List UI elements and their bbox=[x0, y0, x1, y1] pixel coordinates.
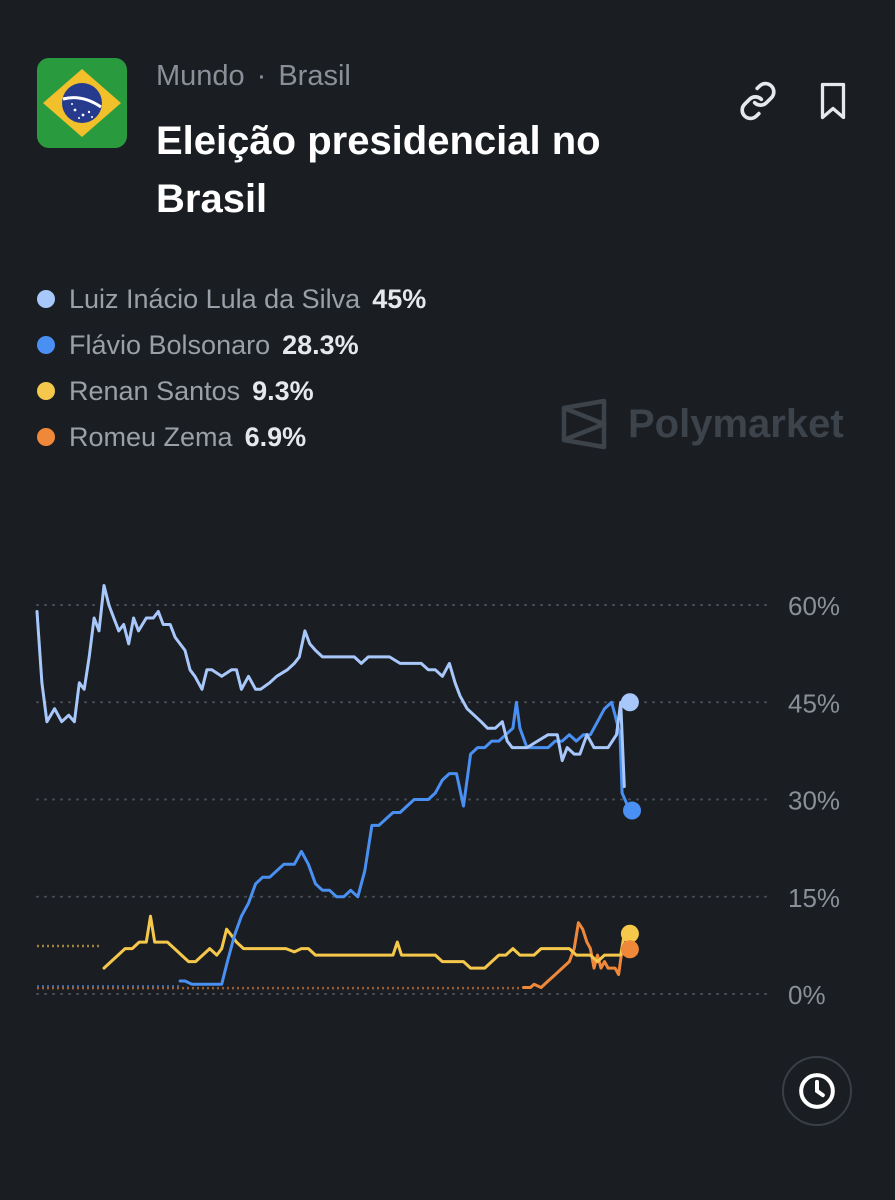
y-tick-label: 30% bbox=[788, 786, 840, 816]
legend-item-flavio: Flávio Bolsonaro 28.3% bbox=[37, 322, 426, 368]
link-icon bbox=[740, 81, 776, 121]
bookmark-button[interactable] bbox=[810, 78, 856, 124]
copy-link-button[interactable] bbox=[735, 78, 781, 124]
page-title: Eleição presidencial no Brasil bbox=[156, 119, 601, 221]
time-range-button[interactable] bbox=[782, 1056, 852, 1126]
legend-value: 6.9% bbox=[244, 421, 307, 452]
legend-name: Flávio Bolsonaro bbox=[69, 329, 271, 360]
legend-value: 45% bbox=[372, 283, 427, 314]
chart-legend: Luiz Inácio Lula da Silva 45% Flávio Bol… bbox=[37, 276, 426, 460]
watermark-text: Polymarket bbox=[628, 401, 844, 446]
clock-icon bbox=[799, 1073, 835, 1109]
series-end-marker bbox=[623, 801, 642, 820]
legend-dot bbox=[37, 428, 55, 446]
polymarket-logo-icon bbox=[561, 398, 607, 450]
series-line bbox=[102, 914, 632, 970]
chart-series bbox=[35, 584, 634, 989]
y-tick-label: 0% bbox=[788, 980, 826, 1010]
breadcrumb-brazil[interactable]: Brasil bbox=[278, 60, 351, 92]
legend-name: Renan Santos bbox=[69, 375, 241, 406]
brazil-flag-icon bbox=[37, 58, 127, 148]
series-line bbox=[35, 584, 626, 788]
legend-dot bbox=[37, 290, 55, 308]
legend-item-lula: Luiz Inácio Lula da Silva 45% bbox=[37, 276, 426, 322]
y-tick-label: 45% bbox=[788, 688, 840, 718]
breadcrumb-separator: · bbox=[256, 60, 267, 92]
chart-axes: 60%45%30%15%0%novmai bbox=[788, 591, 840, 1010]
breadcrumb: Mundo · Brasil bbox=[156, 60, 351, 93]
legend-value: 28.3% bbox=[282, 329, 359, 360]
legend-name: Romeu Zema bbox=[69, 421, 233, 452]
legend-item-renan: Renan Santos 9.3% bbox=[37, 368, 426, 414]
legend-value: 9.3% bbox=[252, 375, 314, 406]
legend-name: Luiz Inácio Lula da Silva bbox=[69, 283, 361, 314]
price-chart: 60%45%30%15%0%novmai bbox=[35, 584, 840, 1010]
series-line bbox=[178, 700, 634, 986]
series-end-marker bbox=[620, 940, 639, 959]
y-tick-label: 15% bbox=[788, 883, 840, 913]
breadcrumb-world[interactable]: Mundo bbox=[156, 60, 245, 92]
polymarket-watermark: Polymarket bbox=[560, 398, 844, 450]
series-end-marker bbox=[620, 693, 639, 712]
legend-dot bbox=[37, 382, 55, 400]
pre-listing-lines bbox=[37, 944, 522, 990]
legend-dot bbox=[37, 336, 55, 354]
series-end-marker bbox=[620, 924, 639, 943]
y-tick-label: 60% bbox=[788, 591, 840, 621]
chart-end-markers bbox=[620, 693, 642, 959]
legend-item-zema: Romeu Zema 6.9% bbox=[37, 414, 426, 460]
series-line bbox=[522, 921, 632, 989]
bookmark-icon bbox=[820, 82, 846, 120]
